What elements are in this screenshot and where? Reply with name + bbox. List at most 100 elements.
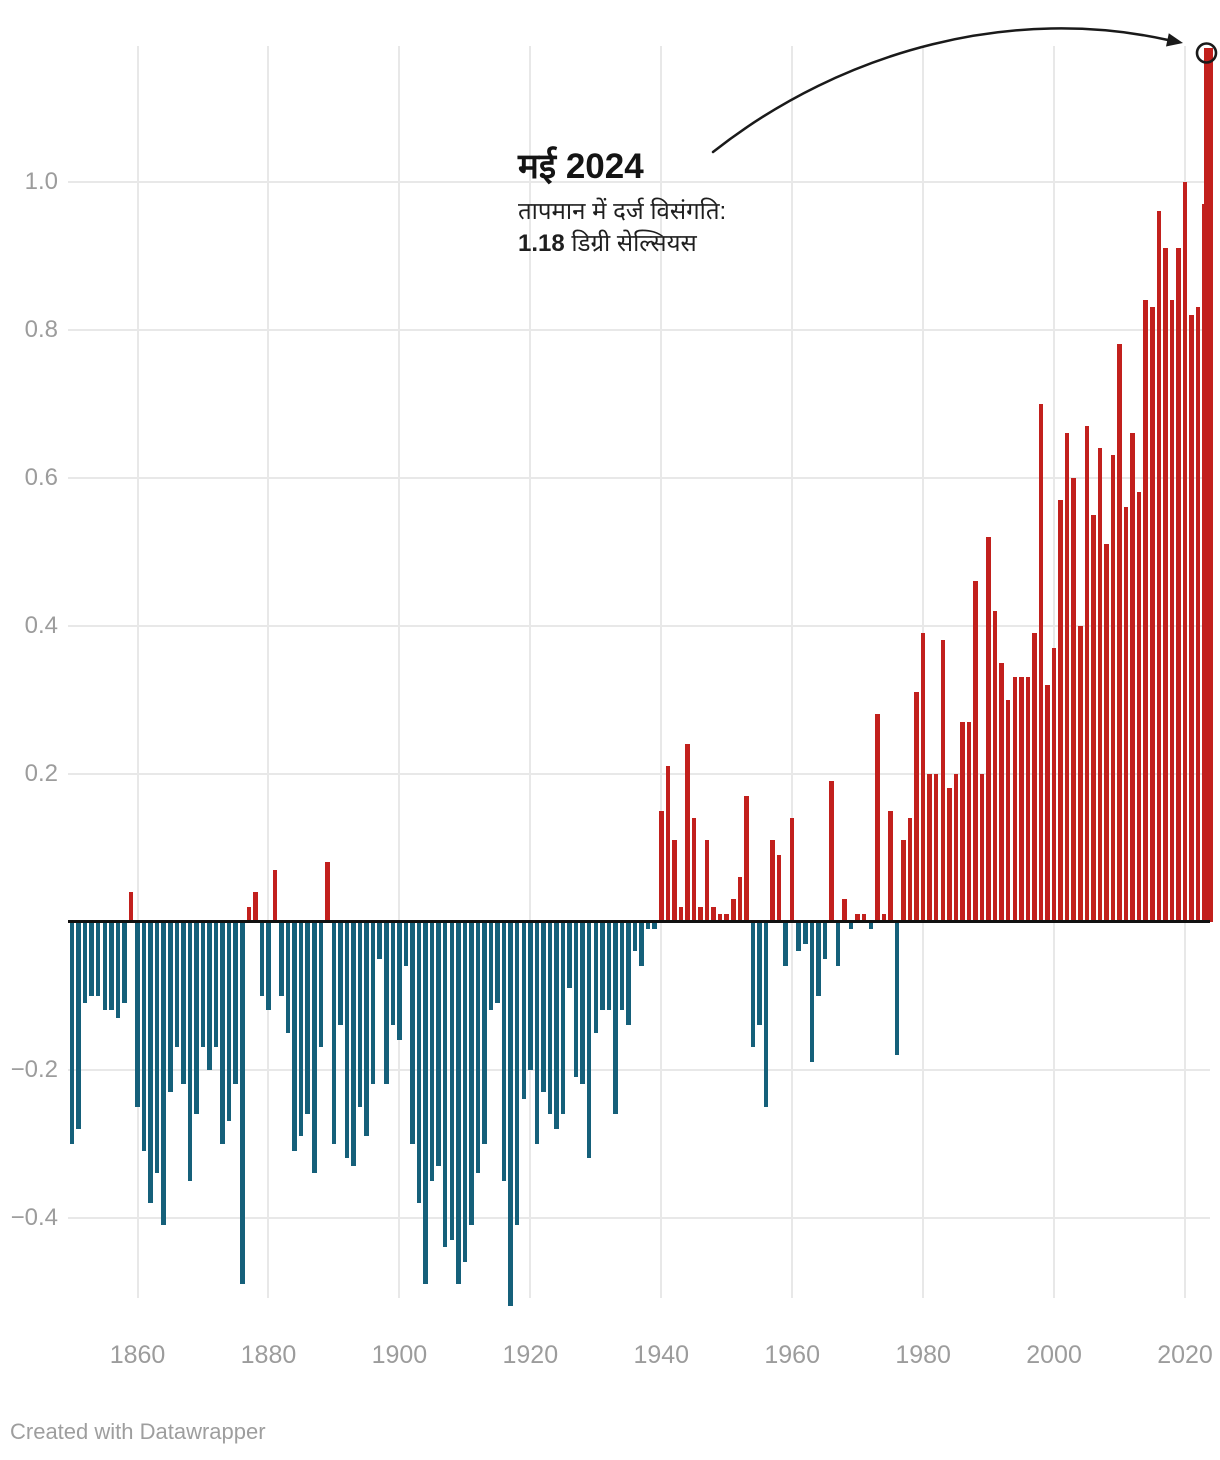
bar-1886[interactable] xyxy=(305,921,310,1114)
bar-2015[interactable] xyxy=(1150,307,1155,923)
bar-1862[interactable] xyxy=(148,921,153,1203)
bar-2009[interactable] xyxy=(1110,455,1116,923)
bar-1957[interactable] xyxy=(770,840,775,923)
bar-2005[interactable] xyxy=(1084,425,1090,923)
bar-1968[interactable] xyxy=(842,899,847,923)
bar-1952[interactable] xyxy=(737,877,743,923)
bar-1999[interactable] xyxy=(1045,684,1050,923)
bar-2019[interactable] xyxy=(1176,248,1181,923)
bar-1953[interactable] xyxy=(744,795,749,923)
bar-1913[interactable] xyxy=(482,921,487,1144)
bar-1903[interactable] xyxy=(416,921,422,1203)
bar-1863[interactable] xyxy=(154,921,160,1174)
bar-1914[interactable] xyxy=(488,921,494,1011)
bar-1945[interactable] xyxy=(691,817,697,923)
bar-2016[interactable] xyxy=(1156,211,1162,923)
bar-1966[interactable] xyxy=(829,780,834,923)
bar-1890[interactable] xyxy=(331,921,337,1144)
bar-1986[interactable] xyxy=(960,721,965,923)
bar-2014[interactable] xyxy=(1143,299,1148,923)
bar-1853[interactable] xyxy=(89,921,94,996)
bar-1956[interactable] xyxy=(763,921,769,1107)
bar-1873[interactable] xyxy=(220,921,225,1144)
bar-1942[interactable] xyxy=(672,840,677,923)
bar-1929[interactable] xyxy=(586,921,592,1159)
bar-2020[interactable] xyxy=(1182,181,1188,923)
bar-2004[interactable] xyxy=(1078,625,1083,923)
bar-1854[interactable] xyxy=(95,921,101,996)
bar-1940[interactable] xyxy=(659,810,664,923)
bar-2006[interactable] xyxy=(1091,514,1096,923)
bar-2017[interactable] xyxy=(1163,248,1168,923)
bar-1899[interactable] xyxy=(390,921,396,1026)
bar-1993[interactable] xyxy=(1005,699,1011,923)
bar-1908[interactable] xyxy=(449,921,454,1240)
bar-1875[interactable] xyxy=(233,921,238,1085)
bar-1995[interactable] xyxy=(1019,677,1024,923)
bar-2007[interactable] xyxy=(1097,447,1103,923)
bar-2022[interactable] xyxy=(1195,307,1201,923)
bar-1963[interactable] xyxy=(809,921,815,1063)
bar-1939[interactable] xyxy=(652,921,657,929)
bar-1902[interactable] xyxy=(410,921,415,1144)
bar-1950[interactable] xyxy=(724,914,729,923)
bar-1964[interactable] xyxy=(816,921,821,996)
bar-1872[interactable] xyxy=(213,921,219,1048)
bar-1869[interactable] xyxy=(194,921,199,1114)
bar-1894[interactable] xyxy=(357,921,363,1107)
bar-1979[interactable] xyxy=(914,692,919,923)
bar-1927[interactable] xyxy=(573,921,579,1077)
bar-1887[interactable] xyxy=(312,921,317,1174)
bar-1967[interactable] xyxy=(835,921,841,966)
bar-1976[interactable] xyxy=(894,921,900,1055)
bar-1885[interactable] xyxy=(298,921,304,1137)
bar-2021[interactable] xyxy=(1189,314,1194,923)
bar-1884[interactable] xyxy=(292,921,297,1151)
bar-1855[interactable] xyxy=(102,921,108,1011)
bar-1932[interactable] xyxy=(606,921,612,1011)
bar-1990[interactable] xyxy=(986,536,991,923)
bar-1994[interactable] xyxy=(1012,677,1018,923)
bar-1928[interactable] xyxy=(580,921,585,1085)
bar-1898[interactable] xyxy=(384,921,389,1085)
bar-1850[interactable] xyxy=(69,921,75,1144)
bar-1949[interactable] xyxy=(717,914,723,923)
bar-1962[interactable] xyxy=(803,921,808,944)
bar-1896[interactable] xyxy=(370,921,376,1085)
bar-1998[interactable] xyxy=(1038,403,1044,923)
bar-2011[interactable] xyxy=(1123,507,1129,923)
bar-1977[interactable] xyxy=(901,840,906,923)
bar-1905[interactable] xyxy=(429,921,435,1181)
bar-1918[interactable] xyxy=(514,921,520,1225)
bar-1859[interactable] xyxy=(128,891,134,923)
bar-1936[interactable] xyxy=(632,921,638,952)
bar-1980[interactable] xyxy=(920,632,926,923)
bar-1992[interactable] xyxy=(999,662,1004,923)
bar-1900[interactable] xyxy=(397,921,402,1040)
bar-1867[interactable] xyxy=(181,921,186,1085)
bar-2024[interactable] xyxy=(1204,48,1213,923)
bar-1944[interactable] xyxy=(685,743,690,923)
bar-2008[interactable] xyxy=(1104,544,1109,923)
bar-1972[interactable] xyxy=(868,921,873,929)
bar-1878[interactable] xyxy=(253,891,258,923)
bar-1924[interactable] xyxy=(554,921,559,1129)
bar-1868[interactable] xyxy=(187,921,193,1181)
bar-1876[interactable] xyxy=(240,921,245,1285)
bar-1981[interactable] xyxy=(927,773,932,923)
bar-1958[interactable] xyxy=(776,854,782,923)
bar-1906[interactable] xyxy=(436,921,441,1166)
bar-1937[interactable] xyxy=(639,921,644,966)
bar-2001[interactable] xyxy=(1058,499,1063,923)
bar-1881[interactable] xyxy=(272,869,278,923)
bar-2013[interactable] xyxy=(1136,492,1142,923)
bar-2012[interactable] xyxy=(1130,433,1135,923)
bar-1888[interactable] xyxy=(318,921,324,1048)
bar-1988[interactable] xyxy=(973,581,978,923)
bar-1893[interactable] xyxy=(351,921,356,1166)
bar-1921[interactable] xyxy=(534,921,540,1144)
bar-1943[interactable] xyxy=(678,906,684,923)
bar-1864[interactable] xyxy=(161,921,166,1225)
bar-1879[interactable] xyxy=(259,921,265,996)
bar-1870[interactable] xyxy=(200,921,206,1048)
